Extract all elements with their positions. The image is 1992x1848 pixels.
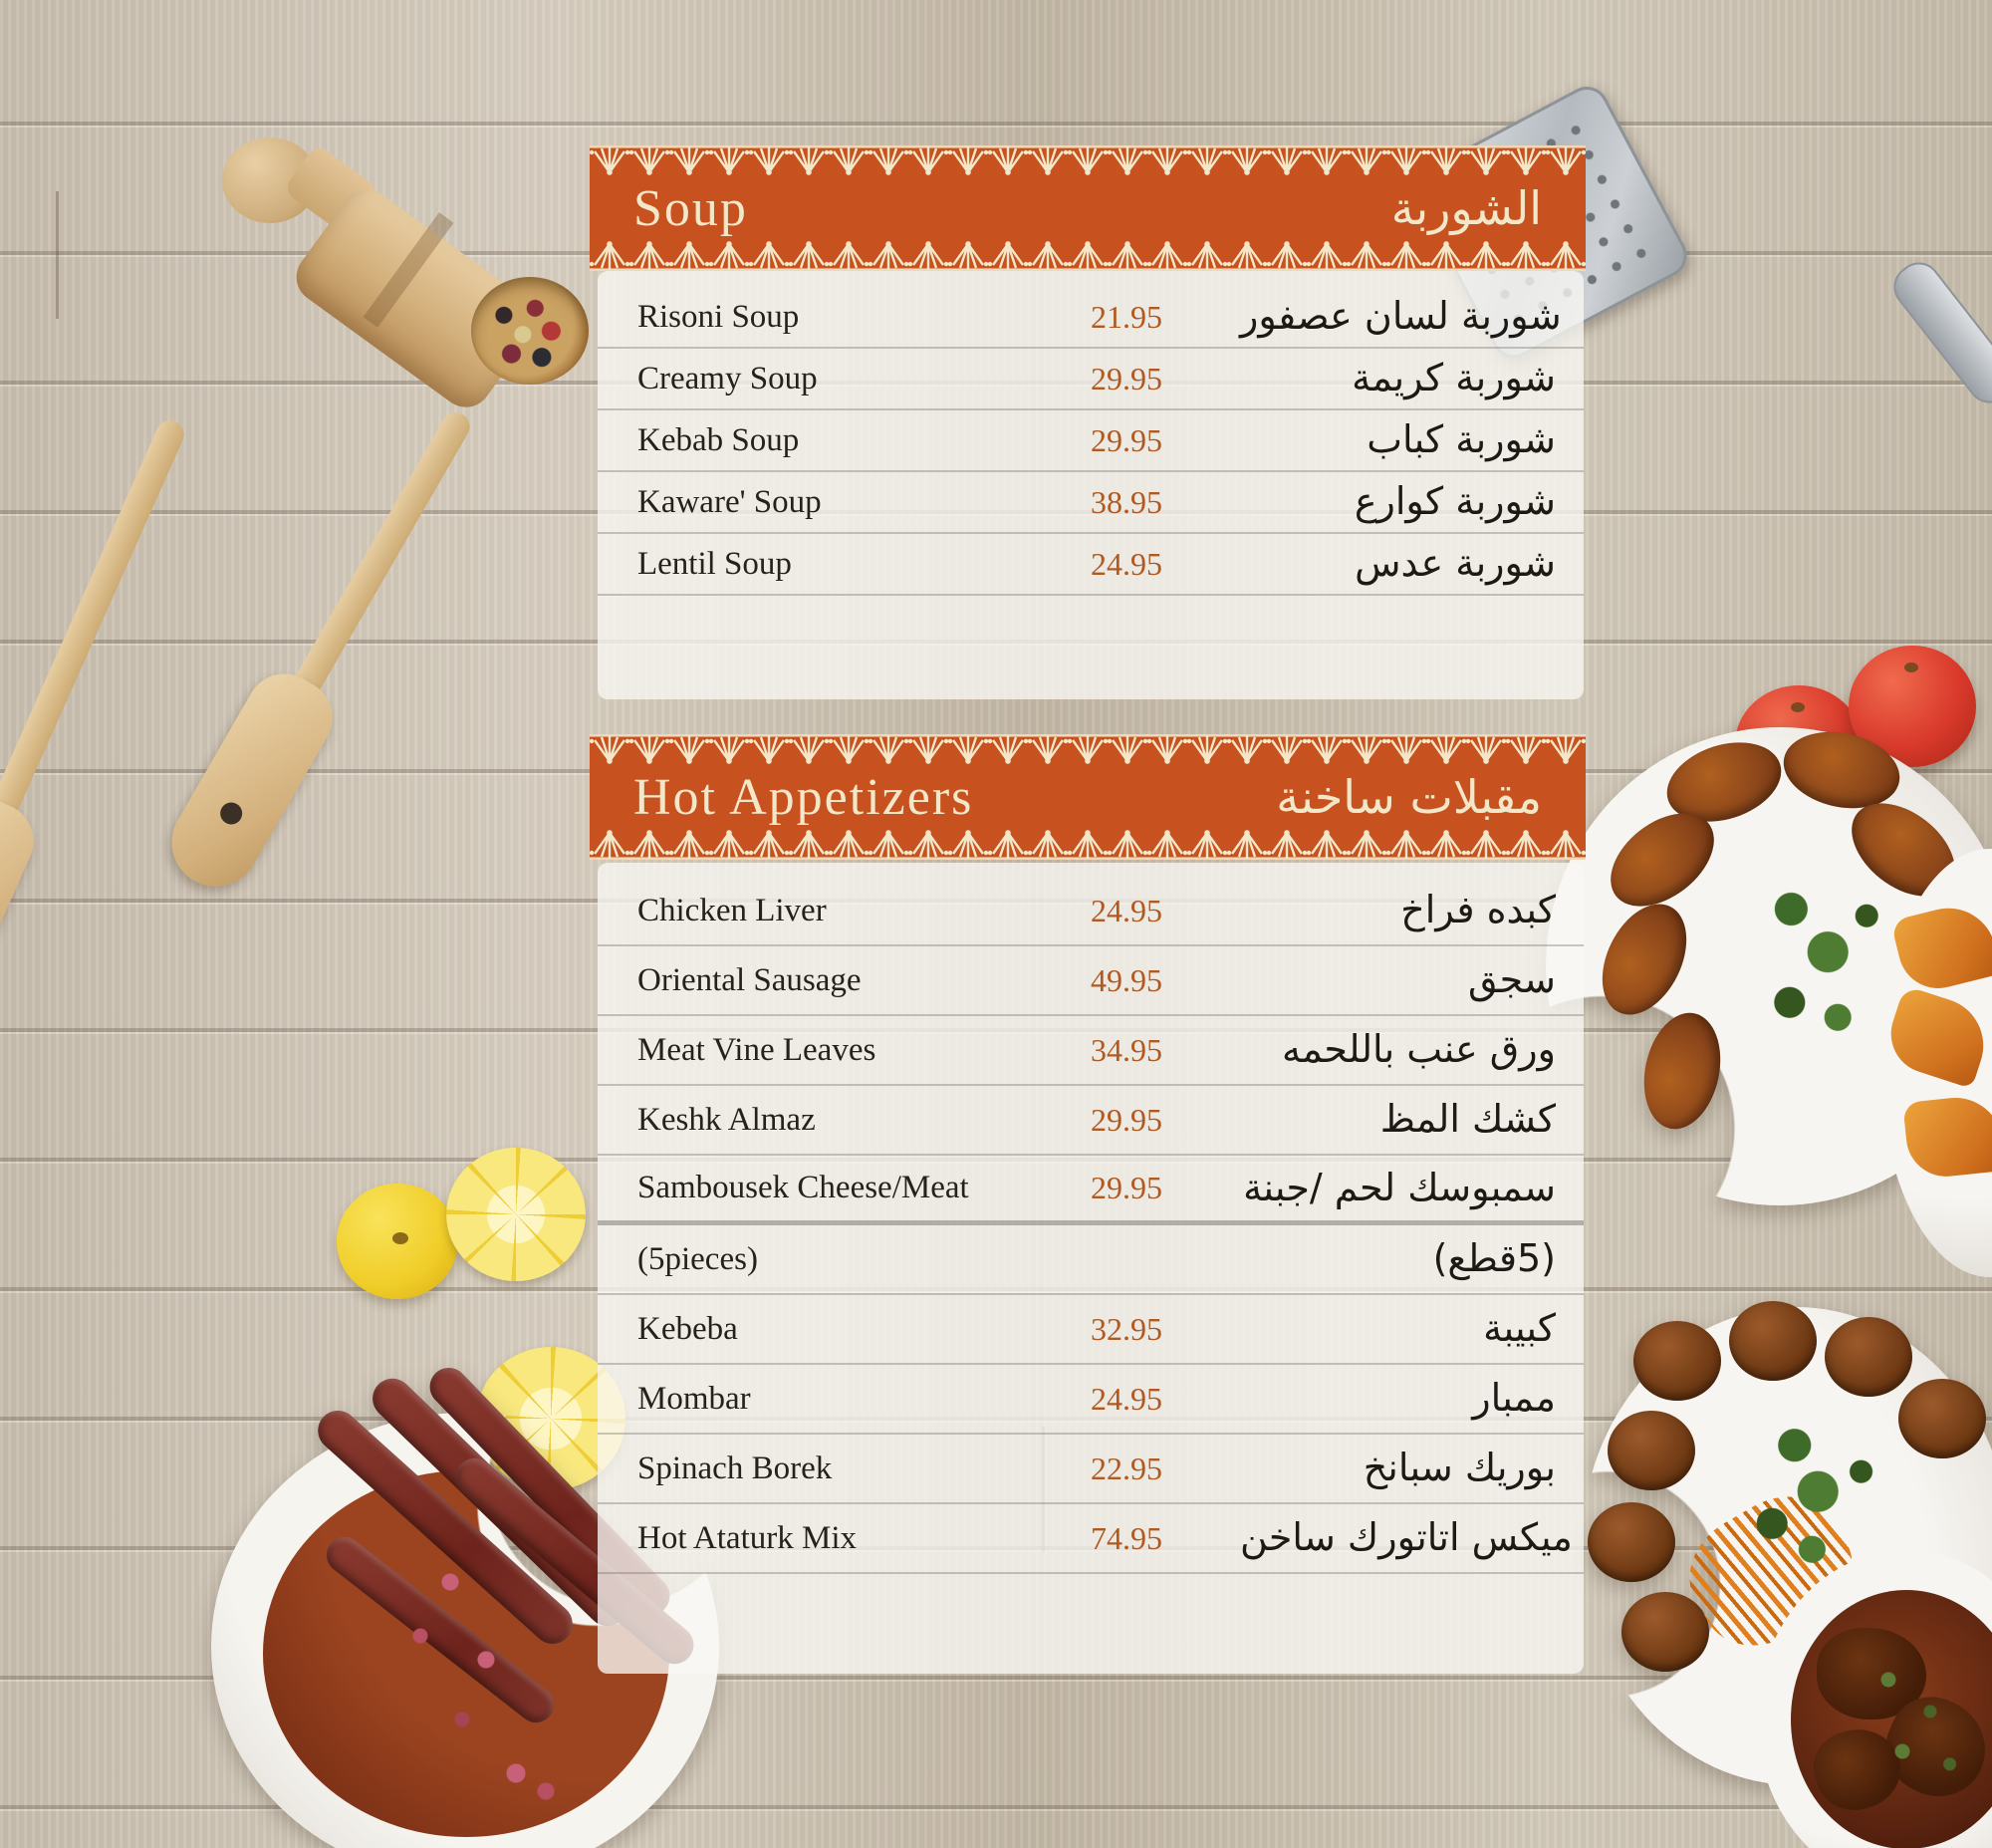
menu-item-row: Sambousek Cheese/Meat 29.95 سمبوسك لحم /… xyxy=(598,1156,1584,1225)
item-price: 74.95 xyxy=(1091,1519,1162,1556)
item-name-ar: ورق عنب باللحمه xyxy=(1282,1027,1556,1072)
item-price: 24.95 xyxy=(1091,545,1162,582)
item-name-en: Lentil Soup xyxy=(637,545,792,582)
item-price: 29.95 xyxy=(1091,360,1162,396)
item-price: 29.95 xyxy=(1091,421,1162,458)
item-price: 21.95 xyxy=(1091,298,1162,335)
item-name-en: (5pieces) xyxy=(637,1240,758,1277)
photo-herb-sprinkle xyxy=(1658,463,1897,702)
item-name-en: Chicken Liver xyxy=(637,892,827,928)
photo-wooden-spice-scoop xyxy=(204,110,589,417)
item-name-ar: شوربة كوارع xyxy=(1354,479,1556,524)
lace-border-top xyxy=(590,145,1586,175)
item-name-ar: شوربة كباب xyxy=(1367,417,1556,462)
section-title-ar: مقبلات ساخنة xyxy=(1276,770,1542,824)
lace-border-bottom xyxy=(590,830,1586,860)
photo-tomato xyxy=(1849,646,1976,767)
lace-border-bottom xyxy=(590,241,1586,271)
menu-item-row: Meat Vine Leaves 34.95 ورق عنب باللحمه xyxy=(598,1016,1584,1086)
item-price: 38.95 xyxy=(1091,483,1162,520)
menu-item-row: Kebab Soup 29.95 شوربة كباب xyxy=(598,410,1584,472)
item-name-ar: شوربة لسان عصفور xyxy=(1240,294,1562,339)
item-name-ar: شوربة كريمة xyxy=(1352,356,1556,400)
item-name-en: Creamy Soup xyxy=(637,360,818,396)
kibbeh-piece xyxy=(1585,890,1704,1029)
menu-item-row: Chicken Liver 24.95 كبده فراخ xyxy=(598,877,1584,946)
photo-lemon xyxy=(337,1184,458,1299)
pink-peppercorns xyxy=(331,1522,629,1821)
menu-item-row: Creamy Soup 29.95 شوربة كريمة xyxy=(598,349,1584,410)
soup-items-panel: Risoni Soup 21.95 شوربة لسان عصفور Cream… xyxy=(598,271,1584,699)
item-name-ar: كبيبة xyxy=(1483,1306,1556,1351)
item-price: 49.95 xyxy=(1091,961,1162,998)
section-title-ar: الشوربة xyxy=(1390,181,1542,235)
menu-item-row: Spinach Borek 22.95 بوريك سبانخ xyxy=(598,1435,1584,1504)
section-title-en: Hot Appetizers xyxy=(633,768,974,826)
meatball xyxy=(1608,1411,1695,1490)
item-name-en: Mombar xyxy=(637,1380,751,1417)
item-name-ar: ميكس اتاتورك ساخن xyxy=(1240,1515,1573,1560)
item-price: 29.95 xyxy=(1091,1170,1162,1205)
spatula-blade xyxy=(0,786,46,1032)
section-header-hot-appetizers: Hot Appetizers مقبلات ساخنة xyxy=(590,734,1586,860)
photo-lemon-slice xyxy=(446,1148,586,1281)
menu-item-row: Oriental Sausage 49.95 سجق xyxy=(598,946,1584,1016)
item-name-en: Meat Vine Leaves xyxy=(637,1031,876,1068)
item-name-ar: بوريك سبانخ xyxy=(1363,1446,1556,1490)
item-name-en: Kaware' Soup xyxy=(637,483,822,520)
menu-item-row: (5pieces) (5قطع) xyxy=(598,1225,1584,1295)
item-price: 34.95 xyxy=(1091,1031,1162,1068)
item-name-en: Spinach Borek xyxy=(637,1450,833,1486)
item-name-ar: (5قطع) xyxy=(1432,1236,1556,1281)
item-name-en: Risoni Soup xyxy=(637,298,800,335)
item-name-en: Keshk Almaz xyxy=(637,1101,816,1138)
menu-item-row: Risoni Soup 21.95 شوربة لسان عصفور xyxy=(598,287,1584,349)
section-title-en: Soup xyxy=(633,179,748,237)
item-name-ar: ممبار xyxy=(1472,1376,1556,1421)
samosa-piece xyxy=(1902,1093,1992,1181)
menu-item-row: Lentil Soup 24.95 شوربة عدس xyxy=(598,534,1584,596)
item-name-ar: سجق xyxy=(1467,957,1556,1002)
soup-title-band: Soup الشوربة xyxy=(590,175,1586,241)
peppercorns xyxy=(483,289,578,377)
section-header-soup: Soup الشوربة xyxy=(590,145,1586,271)
menu-item-row: Hot Ataturk Mix 74.95 ميكس اتاتورك ساخن xyxy=(598,1504,1584,1574)
meatball xyxy=(1729,1301,1817,1381)
grater-handle xyxy=(1884,253,1992,412)
item-name-en: Oriental Sausage xyxy=(637,961,862,998)
spatula-handle xyxy=(0,415,189,829)
item-name-en: Hot Ataturk Mix xyxy=(637,1519,857,1556)
meatball xyxy=(1588,1502,1675,1582)
item-name-en: Kebab Soup xyxy=(637,421,800,458)
item-price: 24.95 xyxy=(1091,892,1162,928)
item-name-en: Kebeba xyxy=(637,1310,738,1347)
item-name-en: Sambousek Cheese/Meat xyxy=(637,1170,969,1205)
item-name-ar: شوربة عدس xyxy=(1355,541,1556,586)
spatula-handle xyxy=(286,407,475,706)
meatball xyxy=(1633,1321,1721,1401)
item-name-ar: كشك المظ xyxy=(1379,1097,1556,1142)
samosa-piece xyxy=(1880,985,1992,1089)
hot-appetizers-title-band: Hot Appetizers مقبلات ساخنة xyxy=(590,764,1586,830)
photo-wooden-spatula xyxy=(0,399,234,1067)
item-price: 29.95 xyxy=(1091,1101,1162,1138)
wood-seam xyxy=(56,191,59,319)
hot-appetizers-items-panel: Chicken Liver 24.95 كبده فراخ Oriental S… xyxy=(598,863,1584,1674)
menu-item-row: Kaware' Soup 38.95 شوربة كوارع xyxy=(598,472,1584,534)
meatball xyxy=(1621,1592,1709,1672)
item-price: 32.95 xyxy=(1091,1310,1162,1347)
item-price: 22.95 xyxy=(1091,1450,1162,1486)
item-name-ar: كبده فراخ xyxy=(1400,888,1556,932)
spatula-blade xyxy=(155,660,347,903)
item-name-ar: سمبوسك لحم /جبنة xyxy=(1243,1165,1556,1209)
photo-stew-plate xyxy=(1757,1550,1992,1848)
menu-item-row: Keshk Almaz 29.95 كشك المظ xyxy=(598,1086,1584,1156)
menu-item-row: Kebeba 32.95 كبيبة xyxy=(598,1295,1584,1365)
meatball xyxy=(1825,1317,1912,1397)
herb-garnish xyxy=(1847,1640,1986,1799)
menu-item-row: Mombar 24.95 ممبار xyxy=(598,1365,1584,1435)
lace-border-top xyxy=(590,734,1586,764)
item-price: 24.95 xyxy=(1091,1380,1162,1417)
